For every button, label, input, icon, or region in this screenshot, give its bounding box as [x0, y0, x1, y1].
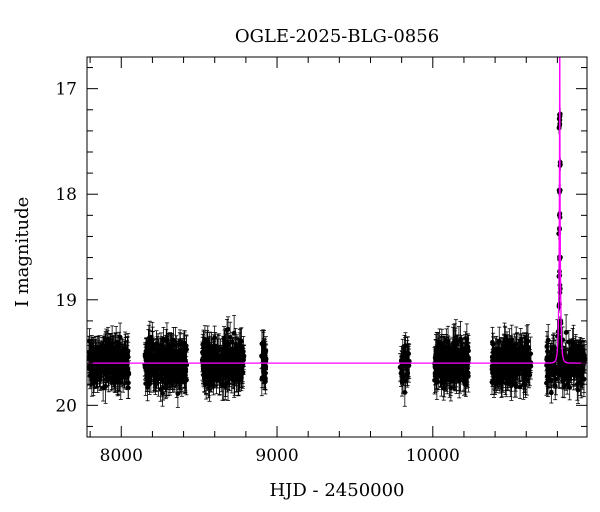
data-point: [109, 363, 115, 369]
data-point: [263, 348, 269, 354]
data-point: [160, 385, 166, 391]
data-point: [224, 358, 230, 364]
data-point: [164, 357, 170, 362]
data-point: [97, 351, 103, 357]
data-point: [96, 363, 101, 369]
data-point: [404, 362, 410, 368]
data-point: [230, 346, 236, 352]
data-point: [448, 385, 454, 391]
data-point: [447, 346, 453, 351]
data-point: [105, 336, 111, 342]
data-point: [115, 355, 121, 361]
data-point: [215, 344, 221, 350]
data-point: [160, 349, 166, 355]
data-point: [181, 365, 187, 371]
data-point: [439, 351, 445, 357]
data-point: [240, 358, 245, 363]
data-point: [148, 372, 154, 378]
data-point: [234, 348, 240, 354]
data-point: [436, 372, 442, 378]
data-point: [145, 384, 150, 390]
y-axis-label: I magnitude: [12, 197, 33, 308]
data-point: [175, 391, 181, 397]
data-point: [432, 377, 437, 383]
chart-title: OGLE-2025-BLG-0856: [235, 26, 439, 47]
data-point: [233, 342, 239, 348]
data-point: [117, 352, 123, 358]
data-point: [214, 349, 220, 355]
data-point: [452, 374, 458, 380]
data-point: [202, 356, 208, 362]
data-point: [173, 342, 178, 347]
data-point: [455, 370, 461, 376]
data-point: [211, 343, 217, 349]
data-point: [236, 377, 242, 383]
data-point: [454, 352, 460, 358]
data-point: [259, 376, 265, 382]
data-point: [464, 336, 470, 342]
data-point: [211, 363, 216, 369]
data-point: [436, 353, 441, 359]
data-point: [218, 367, 224, 373]
data-point: [225, 326, 231, 332]
data-point: [97, 367, 102, 373]
data-point: [107, 342, 113, 348]
data-point: [89, 347, 95, 353]
data-point: [89, 377, 95, 383]
data-points-layer: [87, 107, 587, 408]
data-point: [101, 353, 107, 358]
data-point: [118, 368, 124, 374]
data-point: [446, 363, 452, 369]
data-point: [230, 368, 236, 374]
data-point: [143, 366, 149, 372]
data-point: [220, 362, 225, 368]
data-point: [226, 367, 232, 373]
data-point: [155, 371, 161, 377]
data-point: [171, 337, 176, 343]
data-point: [116, 378, 122, 384]
data-point: [167, 378, 173, 384]
data-point: [443, 370, 449, 376]
data-point: [143, 350, 149, 355]
data-point: [200, 366, 206, 372]
data-point: [400, 374, 406, 380]
data-point: [237, 351, 243, 357]
data-point: [89, 366, 95, 372]
data-point: [229, 339, 235, 345]
data-point: [259, 353, 264, 359]
data-point: [126, 380, 131, 386]
data-point: [461, 367, 467, 373]
data-point: [438, 357, 444, 363]
data-point: [149, 344, 155, 350]
data-point: [432, 364, 438, 370]
data-point: [105, 354, 111, 360]
data-point: [122, 369, 127, 375]
data-point: [171, 376, 177, 381]
data-point: [401, 355, 407, 361]
x-axis-label: HJD - 2450000: [269, 480, 404, 501]
data-point: [261, 343, 267, 349]
data-point: [440, 373, 446, 379]
data-point: [104, 365, 110, 370]
data-point: [174, 354, 180, 360]
data-point: [160, 391, 166, 396]
data-point: [434, 347, 440, 352]
data-point: [207, 349, 213, 354]
data-point: [450, 342, 456, 347]
data-point: [177, 347, 183, 353]
data-point: [402, 390, 408, 395]
data-point: [205, 353, 211, 359]
data-point: [452, 346, 458, 352]
data-point: [120, 349, 126, 355]
data-point: [263, 365, 269, 371]
data-point: [204, 344, 210, 350]
data-point: [155, 349, 161, 354]
data-point: [117, 334, 123, 340]
data-point: [443, 347, 449, 352]
data-point: [405, 370, 411, 376]
data-point: [221, 382, 227, 388]
data-point: [182, 370, 188, 375]
